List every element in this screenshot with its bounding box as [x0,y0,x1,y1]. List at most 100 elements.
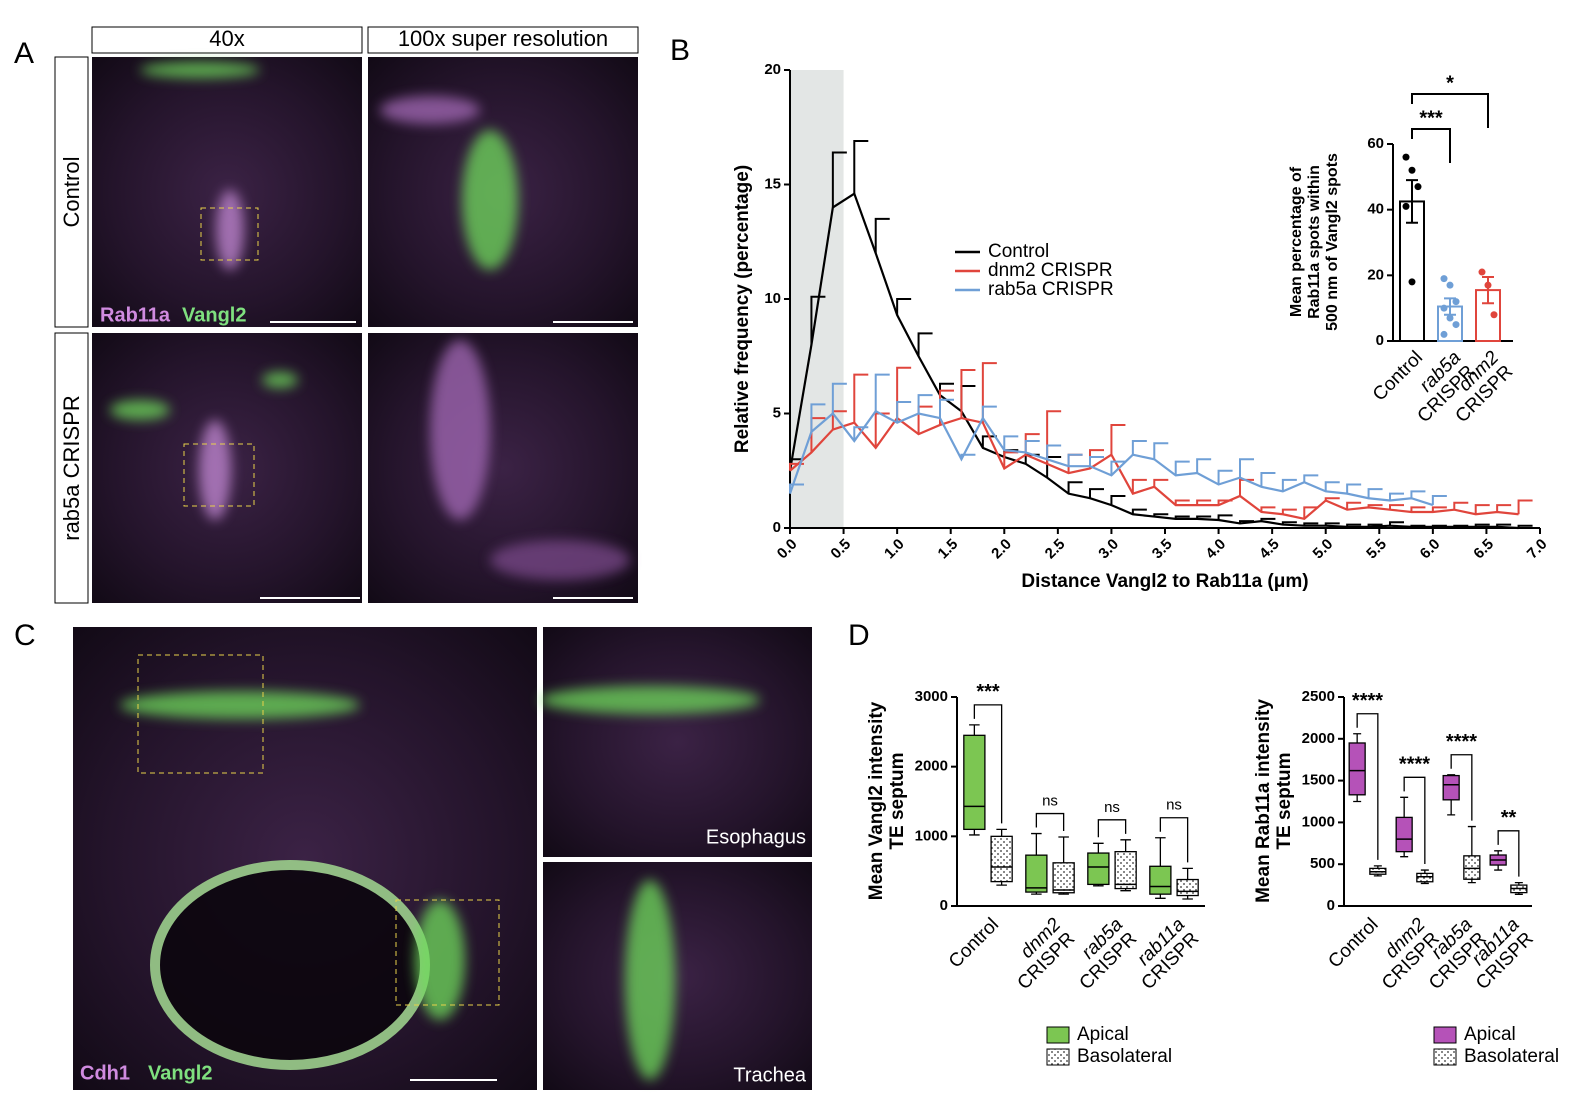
y-tick-label: 3000 [915,688,948,705]
box [1442,774,1460,801]
box [1087,852,1110,886]
error-bar [1110,423,1126,455]
x-tick-label: 0.0 [774,536,801,563]
y-axis-label: Rab11a spots within [1306,165,1323,319]
error-bar [1281,478,1297,492]
line [788,409,1434,507]
data-point [1408,166,1416,174]
lumen [150,860,430,1070]
legend-label: Basolateral [1464,1046,1559,1067]
x-tick-label: Control [1369,347,1427,405]
shaded-region [790,70,844,528]
significance-label: ns [1104,799,1120,816]
zoom-box [200,207,259,261]
significance-label: **** [1352,690,1383,712]
y-tick-label: 2500 [1302,688,1335,705]
x-tick-label: Control [1324,914,1382,972]
y-tick-label: 0 [1376,332,1384,349]
x-tick-label: 3.0 [1095,536,1122,563]
data-point [1402,202,1410,210]
significance-bracket [1159,817,1189,863]
y-axis-label: 500 nm of Vangl2 spots [1324,153,1341,331]
panel-letter: D [848,619,870,652]
x-tick-label: 5.5 [1363,536,1390,563]
x-tick-label: 2.5 [1042,536,1069,563]
x-tick-label-line: Control [945,914,1003,972]
box [1176,878,1199,897]
stain-label: Cdh1 [80,1062,130,1084]
y-tick-label: 0 [1327,897,1335,914]
error-bar [1410,490,1426,499]
error-bar [853,373,869,423]
y-tick-label: 60 [1367,135,1384,152]
x-tick-label-line: Control [1324,914,1382,972]
error-bar [1110,494,1126,506]
micrograph [543,627,812,857]
x-tick-label: 5.0 [1310,536,1337,563]
significance-bracket [1450,754,1473,821]
x-tick-label-line: Control [1369,347,1427,405]
significance-label: *** [1419,107,1443,129]
box [1149,865,1172,895]
column-header: 40x [209,26,244,51]
error-bar [1474,504,1490,515]
error-bar [1324,481,1340,492]
y-axis-label: TE septum [887,752,908,849]
significance-label: ** [1501,807,1517,829]
scale-bars [260,321,633,599]
error-bar [831,151,847,208]
legend-label: rab5a CRISPR [988,279,1114,300]
y-tick-label: 2000 [1302,730,1335,747]
x-tick-label: Control [945,914,1003,972]
significance-label: ns [1042,793,1058,810]
panel-letter: B [670,34,690,67]
error-bar [1406,179,1418,224]
error-bar [1431,494,1447,506]
error-bar [981,362,997,423]
error-bar [1239,458,1254,478]
row-label: Control [59,157,84,228]
x-tick-label: 3.5 [1149,536,1176,563]
x-tick-label: 4.5 [1256,536,1283,563]
legend-swatch [1433,1048,1457,1066]
error-bar [981,405,997,419]
box [1052,862,1075,894]
signal [120,686,760,1080]
significance-bracket [1497,830,1520,877]
row-box [54,56,89,328]
error-bar [1046,444,1062,460]
significance-bracket [1097,819,1127,838]
data-point [1440,275,1448,283]
panel-c: Cdh1 Vangl2 Esophagus Trachea [73,627,812,1090]
error-bar [874,217,890,254]
error-bar [917,332,933,357]
error-bar [1260,472,1276,487]
significance-bracket [1035,812,1065,832]
significance-bracket [1411,93,1489,128]
y-axis-label: Relative frequency (percentage) [732,165,753,453]
column-header: 100x super resolution [398,26,608,51]
error-bar [810,403,826,432]
error-bar [917,394,933,414]
y-axis-label: Mean percentage of [1288,166,1305,317]
stain-label: Vangl2 [148,1062,212,1084]
signal [110,62,630,580]
error-bar [853,139,869,194]
box [963,734,986,831]
zoom-box [137,654,264,774]
error-bar [1174,460,1190,476]
legend-label: dnm2 CRISPR [988,260,1113,281]
data-point [1490,311,1498,319]
y-tick-label: 1500 [1302,772,1335,789]
panel-letter: A [14,37,34,70]
data-point [1408,278,1416,286]
x-tick-label: 1.0 [881,536,908,563]
error-bar [1303,506,1319,519]
error-bar [1453,501,1469,510]
error-bar [1346,483,1362,494]
legend-label: Apical [1464,1024,1516,1045]
data-point [1402,153,1410,161]
